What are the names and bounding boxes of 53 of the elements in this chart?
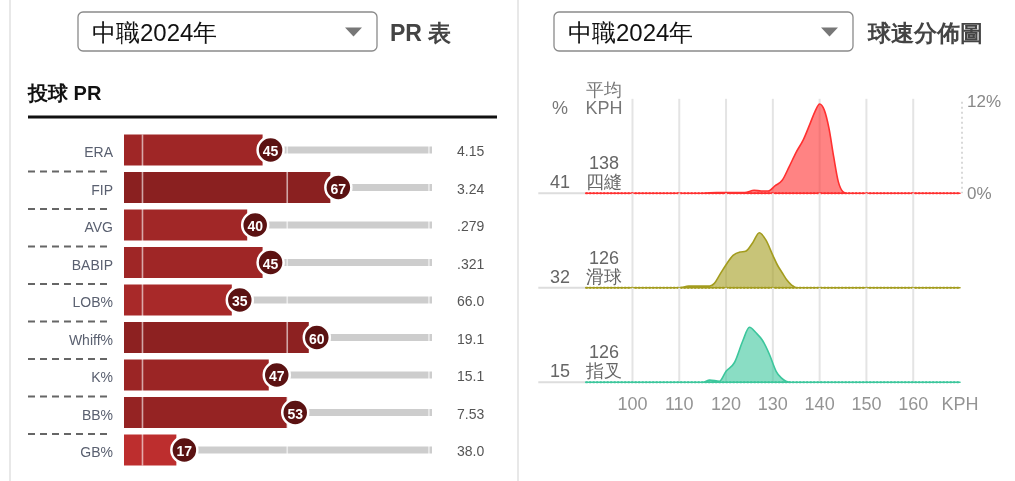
data-label-text: 47 — [268, 368, 285, 384]
category-label: FIP — [91, 181, 113, 198]
category-label: BB% — [81, 406, 113, 423]
stat-value: .279 — [457, 218, 485, 234]
category-label: BABIP — [71, 256, 113, 273]
title: PR 表 — [390, 20, 452, 46]
subtitle: 投球 PR — [28, 82, 102, 104]
x-tick-label: 160 — [898, 394, 929, 415]
x-tick-label: 140 — [804, 394, 835, 415]
category-label: Whiff% — [68, 331, 113, 348]
stat-value: 66.0 — [457, 293, 485, 309]
data-label-text: 53 — [287, 405, 304, 422]
stat-value: 4.15 — [457, 143, 485, 159]
category-label: ERA — [84, 144, 113, 160]
category-label: LOB% — [72, 294, 113, 310]
stat-value: 19.1 — [457, 330, 485, 347]
x-axis-label: KPH — [941, 394, 979, 415]
category-label: K% — [91, 369, 113, 385]
data-label-text: 67 — [330, 180, 347, 197]
data-label-text: 17 — [176, 443, 193, 459]
dropdown-value: 中職2024年 — [568, 19, 694, 46]
share-label: 32 — [550, 266, 570, 287]
category-label: AVG — [84, 219, 113, 235]
series-name: 指叉 — [586, 361, 622, 382]
data-label-text: 45 — [262, 143, 279, 159]
data-label-text: 60 — [309, 330, 325, 347]
stat-value: 3.24 — [457, 180, 485, 197]
data-label-text: 45 — [262, 255, 279, 272]
stat-value: 7.53 — [457, 405, 485, 422]
dropdown-value: 中職2024年 — [92, 19, 218, 46]
data-label-text: 35 — [232, 293, 248, 309]
avg-kph-label: 126 — [589, 342, 619, 363]
stat-value: 15.1 — [457, 368, 485, 384]
avg-kph-label: 138 — [589, 153, 619, 174]
stat-value: .321 — [457, 255, 485, 272]
x-tick-label: 130 — [757, 394, 788, 415]
stat-value: 38.0 — [457, 443, 485, 459]
share-label: 41 — [550, 172, 570, 193]
column-header: 平均 KPH — [585, 80, 623, 119]
x-tick-label: 120 — [711, 394, 742, 415]
y-tick-label: 12% — [967, 92, 1002, 112]
x-tick-label: 100 — [617, 394, 648, 415]
category-label: GB% — [80, 444, 113, 460]
share-label: 15 — [550, 361, 570, 382]
data-label-text: 40 — [247, 218, 263, 234]
column-header: % — [552, 98, 568, 119]
avg-kph-label: 126 — [589, 247, 619, 268]
y-tick-label: 0% — [967, 183, 992, 203]
x-tick-label: 110 — [664, 394, 694, 415]
series-name: 四縫 — [586, 172, 622, 193]
series-name: 滑球 — [586, 266, 622, 287]
title: 球速分佈圖 — [868, 20, 983, 46]
x-tick-label: 150 — [851, 394, 882, 415]
